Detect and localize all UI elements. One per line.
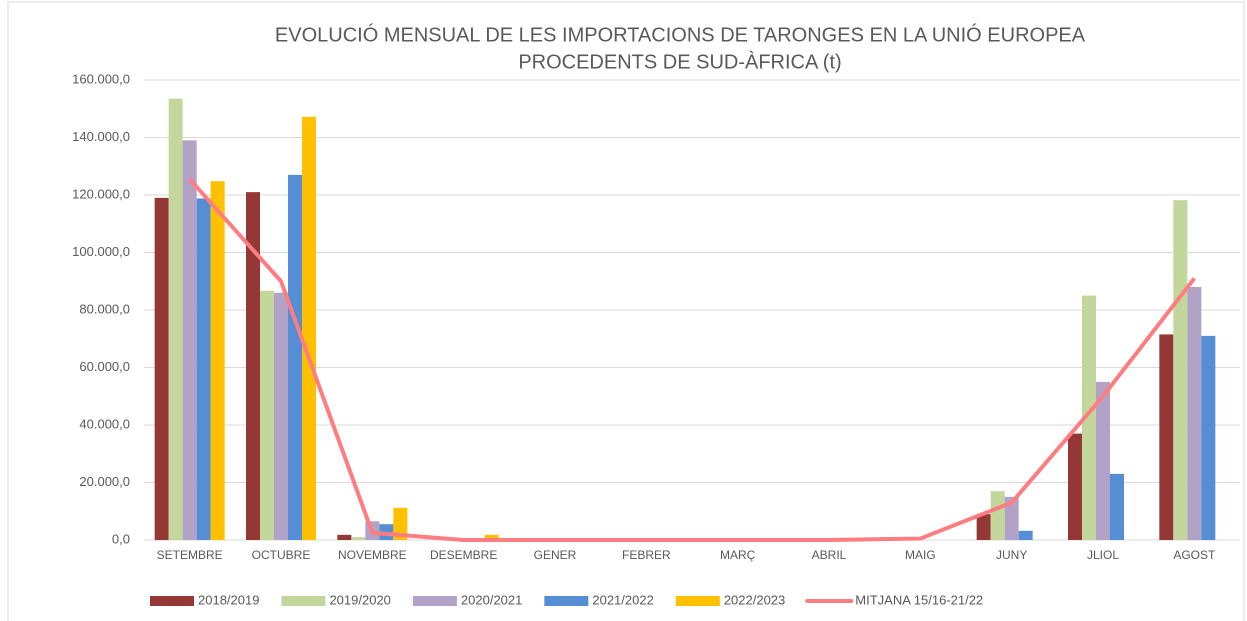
bar [351, 537, 366, 540]
y-tick-label: 120.000,0 [72, 186, 130, 201]
bar [246, 192, 260, 540]
x-tick-label: MARÇ [720, 548, 756, 562]
bar [1096, 381, 1110, 540]
bar [168, 98, 183, 540]
bar [288, 174, 302, 540]
x-tick-label: FEBRER [622, 548, 671, 562]
x-tick-label: ABRIL [812, 548, 847, 562]
chart-title: PROCEDENTS DE SUD-ÀFRICA (t) [518, 50, 841, 73]
y-tick-label: 160.000,0 [72, 71, 130, 86]
bar [1110, 473, 1124, 540]
bar [1068, 433, 1082, 540]
x-tick-label: OCTUBRE [252, 548, 311, 562]
x-tick-label: JLIOL [1087, 548, 1119, 562]
y-tick-label: 0,0 [112, 531, 130, 546]
bar [1201, 335, 1216, 540]
x-tick-label: SETEMBRE [157, 548, 223, 562]
bar [302, 116, 316, 541]
x-tick-label: DESEMBRE [430, 548, 497, 562]
bar [154, 197, 169, 540]
bar [1159, 334, 1174, 540]
bar [182, 140, 197, 540]
y-tick-label: 140.000,0 [72, 129, 130, 144]
bar [260, 290, 274, 540]
legend-swatch [281, 596, 326, 606]
y-tick-label: 60.000,0 [79, 359, 130, 374]
y-tick-label: 20.000,0 [79, 474, 130, 489]
bar [274, 292, 288, 540]
bar [1187, 287, 1202, 540]
x-tick-label: GENER [534, 548, 577, 562]
bar [990, 491, 1005, 540]
legend-swatch [150, 596, 194, 606]
bar [484, 534, 499, 540]
legend-swatch [544, 596, 589, 606]
legend-label: 2021/2022 [592, 592, 653, 607]
legend-label: 2018/2019 [198, 592, 259, 607]
chart-title: EVOLUCIÓ MENSUAL DE LES IMPORTACIONS DE … [275, 23, 1086, 46]
bar [1173, 200, 1188, 541]
bar [1082, 295, 1096, 540]
bar [393, 507, 408, 540]
line [188, 177, 1196, 542]
legend-label: 2022/2023 [724, 592, 785, 607]
bar [196, 198, 211, 540]
bar [210, 181, 225, 540]
legend-swatch [412, 596, 457, 606]
legend-label: 2020/2021 [461, 592, 522, 607]
legend-label: 2019/2020 [329, 592, 390, 607]
y-tick-label: 100.000,0 [72, 244, 130, 259]
bar [1018, 530, 1033, 540]
bar [976, 514, 991, 540]
legend-swatch [675, 596, 720, 606]
x-tick-label: NOVEMBRE [338, 548, 407, 562]
x-tick-label: AGOST [1173, 548, 1216, 562]
y-tick-label: 40.000,0 [79, 416, 130, 431]
legend-label: MITJANA 15/16-21/22 [855, 592, 983, 607]
bar [1004, 496, 1019, 540]
bar [337, 534, 352, 540]
x-tick-label: MAIG [905, 548, 936, 562]
x-tick-label: JUNY [996, 548, 1027, 562]
y-tick-label: 80.000,0 [79, 301, 130, 316]
